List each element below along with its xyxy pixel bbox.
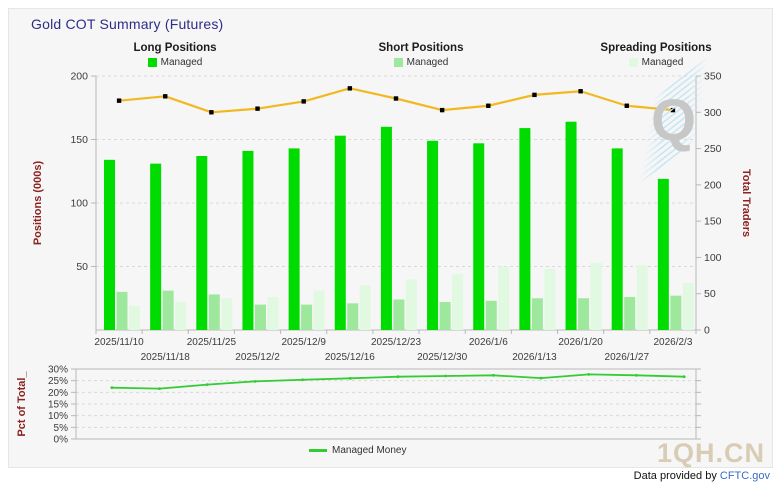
svg-text:2025/11/25: 2025/11/25: [187, 337, 237, 348]
svg-text:30%: 30%: [48, 365, 68, 376]
chart-title: Gold COT Summary (Futures): [31, 16, 224, 32]
site-watermark: 1QH.CN: [657, 438, 766, 468]
svg-text:150: 150: [704, 216, 722, 228]
svg-text:200: 200: [70, 71, 88, 83]
cftc-link[interactable]: CFTC.gov: [719, 470, 770, 482]
svg-text:Pct of Total_: Pct of Total_: [16, 371, 28, 437]
svg-text:2025/12/9: 2025/12/9: [281, 337, 326, 348]
long-managed-swatch-icon: [147, 58, 157, 67]
svg-text:2025/11/18: 2025/11/18: [141, 352, 191, 363]
legend-short-positions: Short Positions Managed: [346, 42, 496, 68]
legend-short-title: Short Positions: [378, 42, 464, 54]
svg-text:2026/1/13: 2026/1/13: [512, 352, 557, 363]
svg-text:50: 50: [704, 288, 716, 300]
pct-of-total-chart: 0%5%10%15%20%25%30% Pct of Total_: [16, 365, 701, 446]
svg-text:0%: 0%: [54, 435, 69, 446]
svg-text:2026/1/27: 2026/1/27: [605, 352, 650, 363]
svg-text:0: 0: [704, 325, 710, 337]
spreading-managed-swatch-icon: [628, 58, 638, 67]
svg-text:2026/1/6: 2026/1/6: [469, 337, 508, 348]
svg-text:100: 100: [70, 198, 88, 210]
svg-text:100: 100: [704, 252, 722, 264]
bottom-legend-managed-money[interactable]: Managed Money: [309, 445, 407, 456]
short-managed-swatch-icon: [393, 58, 403, 67]
svg-text:25%: 25%: [48, 376, 68, 387]
legend-long-positions: Long Positions Managed: [100, 42, 250, 68]
svg-text:10%: 10%: [48, 411, 68, 422]
legend-spreading-title: Spreading Positions: [600, 42, 712, 54]
svg-text:2025/11/10: 2025/11/10: [94, 337, 144, 348]
svg-text:5%: 5%: [54, 423, 69, 434]
data-source-note: Data provided by CFTC.gov: [634, 470, 770, 482]
svg-text:2026/1/20: 2026/1/20: [558, 337, 603, 348]
svg-text:2025/12/30: 2025/12/30: [417, 352, 467, 363]
svg-text:2025/12/23: 2025/12/23: [371, 337, 421, 348]
managed-money-label: Managed Money: [332, 445, 407, 456]
svg-text:15%: 15%: [48, 400, 68, 411]
svg-text:50: 50: [76, 261, 88, 273]
svg-text:Total Traders: Total Traders: [740, 169, 752, 237]
svg-text:2025/12/2: 2025/12/2: [235, 352, 280, 363]
chart-card: Gold COT Summary (Futures) Long Position…: [8, 8, 773, 468]
data-source-prefix: Data provided by: [633, 470, 720, 482]
svg-text:2025/12/16: 2025/12/16: [325, 352, 375, 363]
legend-long-item-label: Managed: [160, 57, 203, 68]
svg-text:150: 150: [70, 134, 88, 146]
legend-short-item-label: Managed: [406, 57, 449, 68]
legend-long-title: Long Positions: [133, 42, 217, 54]
svg-text:Positions (000s): Positions (000s): [32, 160, 44, 245]
managed-money-line-swatch-icon: [309, 449, 327, 452]
legend-short-managed[interactable]: Managed: [346, 57, 496, 68]
svg-text:20%: 20%: [48, 388, 68, 399]
legend-long-managed[interactable]: Managed: [100, 57, 250, 68]
svg-text:2026/2/3: 2026/2/3: [653, 337, 692, 348]
